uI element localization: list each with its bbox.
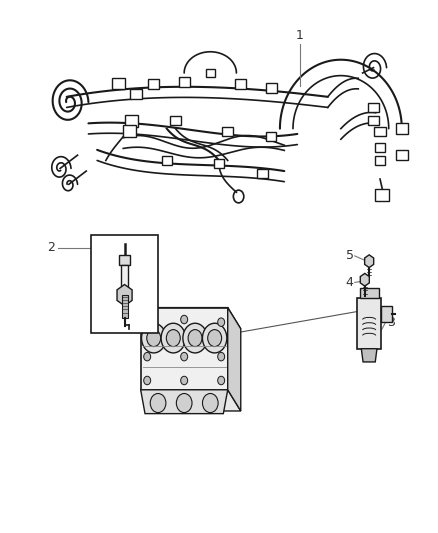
- Bar: [179, 77, 190, 87]
- Bar: [214, 159, 224, 167]
- Polygon shape: [117, 285, 132, 306]
- Polygon shape: [360, 273, 369, 286]
- Polygon shape: [141, 390, 228, 414]
- Bar: [257, 169, 268, 178]
- Bar: [91, 235, 158, 333]
- Bar: [130, 89, 142, 100]
- Bar: [396, 150, 408, 160]
- Circle shape: [202, 323, 227, 353]
- Circle shape: [144, 376, 151, 385]
- Bar: [127, 116, 137, 125]
- Circle shape: [147, 329, 161, 346]
- Text: 5: 5: [346, 249, 353, 262]
- Bar: [121, 295, 127, 318]
- Text: 4: 4: [346, 276, 353, 289]
- Circle shape: [208, 329, 222, 346]
- Circle shape: [181, 376, 187, 385]
- Circle shape: [144, 352, 151, 361]
- Bar: [148, 78, 159, 88]
- Circle shape: [166, 329, 180, 346]
- Bar: [123, 125, 136, 137]
- Text: 3: 3: [387, 316, 395, 329]
- Bar: [205, 69, 215, 77]
- Polygon shape: [141, 308, 241, 329]
- Circle shape: [183, 323, 207, 353]
- Bar: [368, 103, 379, 112]
- Bar: [121, 265, 128, 289]
- Bar: [381, 306, 392, 322]
- Circle shape: [218, 376, 225, 385]
- Bar: [235, 78, 247, 88]
- Text: 2: 2: [47, 241, 55, 254]
- Bar: [374, 126, 386, 136]
- Polygon shape: [364, 255, 374, 268]
- Bar: [375, 143, 385, 152]
- Circle shape: [141, 323, 166, 353]
- Polygon shape: [141, 390, 241, 411]
- Bar: [266, 132, 276, 141]
- Bar: [375, 189, 389, 201]
- Bar: [119, 255, 130, 265]
- Bar: [170, 116, 181, 125]
- Bar: [368, 116, 379, 125]
- Bar: [125, 115, 138, 126]
- Circle shape: [202, 393, 218, 413]
- Polygon shape: [228, 308, 241, 411]
- Bar: [223, 127, 233, 136]
- Circle shape: [181, 352, 187, 361]
- Text: 1: 1: [296, 29, 304, 42]
- Bar: [375, 156, 385, 165]
- Bar: [265, 83, 277, 93]
- Polygon shape: [361, 349, 377, 362]
- Circle shape: [181, 316, 187, 324]
- Bar: [113, 78, 125, 90]
- Circle shape: [218, 318, 225, 326]
- Circle shape: [150, 393, 166, 413]
- Circle shape: [177, 393, 192, 413]
- Circle shape: [161, 323, 185, 353]
- Bar: [357, 298, 381, 349]
- Circle shape: [188, 329, 202, 346]
- Bar: [396, 123, 408, 134]
- Circle shape: [144, 318, 151, 326]
- Bar: [162, 156, 172, 165]
- Polygon shape: [141, 308, 228, 390]
- Bar: [360, 288, 379, 298]
- Circle shape: [218, 352, 225, 361]
